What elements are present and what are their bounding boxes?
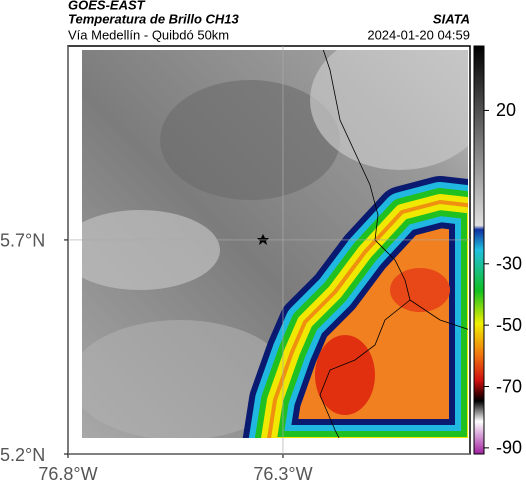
- x-tick-label: 76.3°W: [253, 464, 312, 484]
- satellite-image: [82, 50, 468, 438]
- title: Temperatura de Brillo CH13: [68, 11, 240, 26]
- colorbar-label: -50: [496, 315, 522, 335]
- city-marker: [257, 234, 269, 245]
- colorbar: [473, 45, 485, 455]
- colorbar-label: -90: [496, 438, 522, 458]
- x-tick-label: 76.8°W: [38, 464, 97, 484]
- timestamp: 2024-01-20 04:59: [367, 27, 470, 42]
- agency: SIATA: [433, 11, 470, 26]
- y-tick-label: 5.2°N: [0, 445, 45, 465]
- colorbar-label: -70: [496, 376, 522, 396]
- colorbar-label: 20: [496, 100, 516, 120]
- subtitle: Vía Medellín - Quibdó 50km: [68, 27, 229, 42]
- colorbar-label: -30: [496, 254, 522, 274]
- y-tick-label: 5.7°N: [0, 231, 45, 251]
- source: GOES-EAST: [68, 0, 146, 12]
